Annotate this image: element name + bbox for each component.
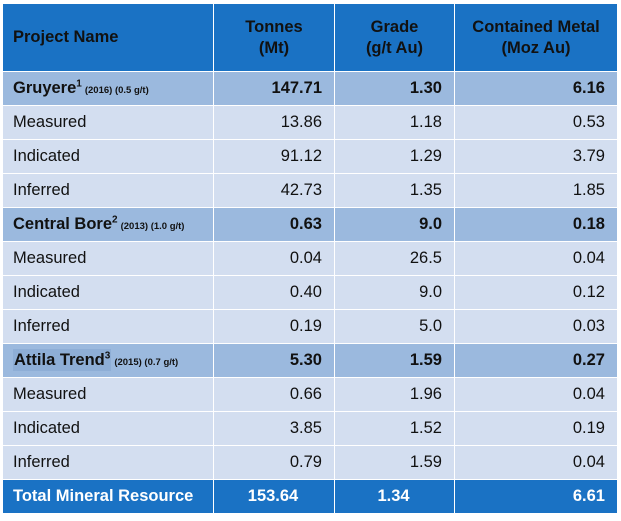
row-tonnes: 91.12 xyxy=(213,139,335,174)
total-label: Total Mineral Resource xyxy=(2,479,214,514)
group-row-attila-trend: Attila Trend3(2015) (0.7 g/t) 5.30 1.59 … xyxy=(2,343,618,378)
group-name-highlight: Attila Trend3 xyxy=(13,349,112,371)
group-tonnes: 147.71 xyxy=(213,71,335,106)
footnote-marker: 1 xyxy=(76,78,82,90)
table-row: Inferred 0.19 5.0 0.03 xyxy=(2,309,618,344)
table-row: Measured 0.66 1.96 0.04 xyxy=(2,377,618,412)
row-label: Inferred xyxy=(2,309,214,344)
mineral-resource-table: Project Name Tonnes (Mt) Grade (g/t Au) … xyxy=(2,3,618,514)
table-row: Inferred 0.79 1.59 0.04 xyxy=(2,445,618,480)
total-tonnes: 153.64 xyxy=(213,479,335,514)
row-tonnes: 0.40 xyxy=(213,275,335,310)
group-row-gruyere: Gruyere1(2016) (0.5 g/t) 147.71 1.30 6.1… xyxy=(2,71,618,106)
group-note: (2016) (0.5 g/t) xyxy=(84,85,149,96)
row-grade: 1.35 xyxy=(334,173,455,208)
row-grade: 1.18 xyxy=(334,105,455,140)
table-row: Indicated 91.12 1.29 3.79 xyxy=(2,139,618,174)
total-metal: 6.61 xyxy=(454,479,618,514)
group-name-cell: Gruyere1(2016) (0.5 g/t) xyxy=(2,71,214,106)
group-metal: 0.27 xyxy=(454,343,618,378)
table-row: Indicated 3.85 1.52 0.19 xyxy=(2,411,618,446)
group-note: (2013) (1.0 g/t) xyxy=(120,221,185,232)
total-grade: 1.34 xyxy=(334,479,455,514)
row-metal: 3.79 xyxy=(454,139,618,174)
row-metal: 0.04 xyxy=(454,445,618,480)
header-grade: Grade (g/t Au) xyxy=(334,3,455,72)
row-label: Measured xyxy=(2,241,214,276)
footnote-marker: 3 xyxy=(104,350,111,362)
group-name-cell: Central Bore2(2013) (1.0 g/t) xyxy=(2,207,214,242)
table-row: Measured 0.04 26.5 0.04 xyxy=(2,241,618,276)
group-metal: 0.18 xyxy=(454,207,618,242)
group-note: (2015) (0.7 g/t) xyxy=(114,357,179,368)
group-name: Attila Trend xyxy=(14,351,105,369)
row-metal: 1.85 xyxy=(454,173,618,208)
row-metal: 0.04 xyxy=(454,377,618,412)
row-tonnes: 13.86 xyxy=(213,105,335,140)
row-label: Indicated xyxy=(2,275,214,310)
header-grade-unit: (g/t Au) xyxy=(365,38,424,57)
row-tonnes: 3.85 xyxy=(213,411,335,446)
row-label: Indicated xyxy=(2,139,214,174)
group-name: Gruyere xyxy=(13,79,77,97)
row-tonnes: 0.04 xyxy=(213,241,335,276)
group-name-cell: Attila Trend3(2015) (0.7 g/t) xyxy=(2,343,214,378)
row-tonnes: 42.73 xyxy=(213,173,335,208)
total-row: Total Mineral Resource 153.64 1.34 6.61 xyxy=(2,479,618,514)
row-tonnes: 0.19 xyxy=(213,309,335,344)
header-contained-metal: Contained Metal (Moz Au) xyxy=(454,3,618,72)
row-metal: 0.53 xyxy=(454,105,618,140)
header-project-name: Project Name xyxy=(2,3,214,72)
mineral-resource-table-frame: Project Name Tonnes (Mt) Grade (g/t Au) … xyxy=(2,3,618,519)
row-grade: 1.52 xyxy=(334,411,455,446)
header-tonnes-unit: (Mt) xyxy=(258,38,290,57)
group-grade: 1.30 xyxy=(334,71,455,106)
group-row-central-bore: Central Bore2(2013) (1.0 g/t) 0.63 9.0 0… xyxy=(2,207,618,242)
footnote-marker: 2 xyxy=(112,214,118,226)
table-row: Indicated 0.40 9.0 0.12 xyxy=(2,275,618,310)
group-grade: 9.0 xyxy=(334,207,455,242)
row-metal: 0.03 xyxy=(454,309,618,344)
row-tonnes: 0.66 xyxy=(213,377,335,412)
group-name: Central Bore xyxy=(13,215,113,233)
table-row: Measured 13.86 1.18 0.53 xyxy=(2,105,618,140)
row-label: Inferred xyxy=(2,173,214,208)
row-label: Indicated xyxy=(2,411,214,446)
group-tonnes: 5.30 xyxy=(213,343,335,378)
row-metal: 0.12 xyxy=(454,275,618,310)
row-metal: 0.19 xyxy=(454,411,618,446)
header-metal-title: Contained Metal xyxy=(472,17,600,36)
header-tonnes: Tonnes (Mt) xyxy=(213,3,335,72)
row-grade: 1.96 xyxy=(334,377,455,412)
table-row: Inferred 42.73 1.35 1.85 xyxy=(2,173,618,208)
row-grade: 9.0 xyxy=(334,275,455,310)
row-label: Measured xyxy=(2,105,214,140)
row-label: Inferred xyxy=(2,445,214,480)
header-metal-unit: (Moz Au) xyxy=(501,38,571,57)
group-metal: 6.16 xyxy=(454,71,618,106)
header-grade-title: Grade xyxy=(370,17,419,36)
table-header-row: Project Name Tonnes (Mt) Grade (g/t Au) … xyxy=(2,3,618,72)
row-label: Measured xyxy=(2,377,214,412)
row-grade: 26.5 xyxy=(334,241,455,276)
row-grade: 1.29 xyxy=(334,139,455,174)
row-metal: 0.04 xyxy=(454,241,618,276)
group-grade: 1.59 xyxy=(334,343,455,378)
group-tonnes: 0.63 xyxy=(213,207,335,242)
row-tonnes: 0.79 xyxy=(213,445,335,480)
row-grade: 1.59 xyxy=(334,445,455,480)
row-grade: 5.0 xyxy=(334,309,455,344)
header-tonnes-title: Tonnes xyxy=(245,17,303,36)
